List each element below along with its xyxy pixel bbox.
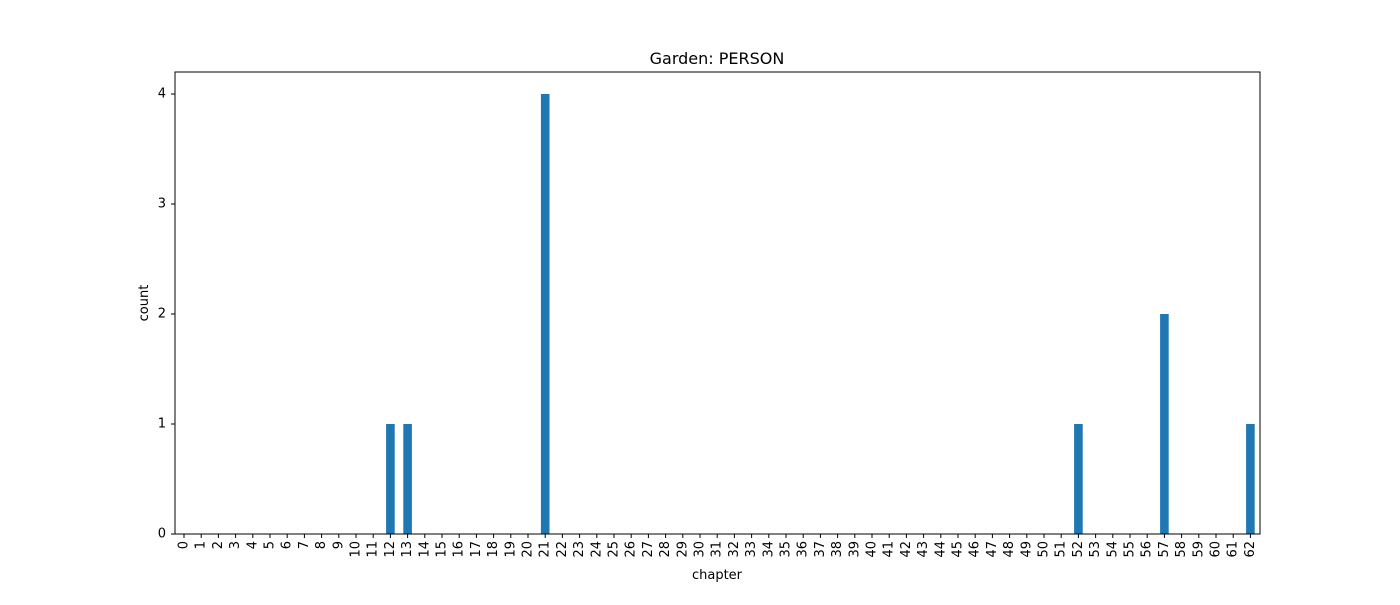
x-tick-label: 27 [641,541,656,558]
y-axis-ticks: 0 1 2 3 4 [158,87,175,542]
x-tick-label: 41 [882,541,897,558]
x-tick-label: 34 [761,541,776,558]
x-tick-label: 23 [572,541,587,558]
x-tick-label: 16 [452,541,467,558]
x-tick-label: 9 [331,541,346,549]
bars-layer [386,94,1255,534]
x-tick-label: 30 [693,541,708,558]
x-tick-label: 48 [1002,541,1017,558]
x-tick-label: 21 [538,541,553,558]
x-tick-label: 46 [968,541,983,558]
x-tick-label: 17 [469,541,484,558]
x-axis-title: chapter [692,568,743,583]
x-tick-label: 19 [503,541,518,558]
x-tick-label: 18 [486,541,501,558]
x-tick-label: 10 [349,541,364,558]
y-tick-label: 2 [158,307,166,322]
plot-area-frame [174,71,1261,535]
x-tick-label: 20 [521,541,536,558]
y-tick-label: 3 [158,197,166,212]
y-axis-title: count [137,285,152,322]
y-tick-label: 1 [158,417,166,432]
x-tick-label: 2 [211,541,226,549]
x-tick-label: 13 [400,541,415,558]
x-tick-label: 5 [263,541,278,549]
x-tick-label: 0 [177,541,192,549]
x-tick-label: 55 [1123,541,1138,558]
x-tick-label: 31 [710,541,725,558]
x-tick-label: 56 [1140,541,1155,558]
x-tick-label: 49 [1019,541,1034,558]
x-tick-label: 43 [916,541,931,558]
x-tick-label: 26 [624,541,639,558]
x-tick-label: 1 [194,541,209,549]
x-tick-label: 29 [675,541,690,558]
x-tick-label: 59 [1191,541,1206,558]
x-tick-label: 8 [314,541,329,549]
x-tick-label: 35 [779,541,794,558]
x-tick-label: 32 [727,541,742,558]
x-tick-label: 3 [228,541,243,549]
x-tick-label: 6 [280,541,295,549]
bar-chapter-21 [540,94,550,534]
bar-chapter-52 [1074,424,1083,534]
x-tick-label: 11 [366,541,381,558]
x-tick-label: 57 [1157,541,1172,558]
y-tick-label: 4 [158,87,166,102]
x-tick-label: 61 [1226,541,1241,558]
x-tick-label: 53 [1088,541,1103,558]
x-tick-label: 42 [899,541,914,558]
x-tick-label: 33 [744,541,759,558]
x-tick-label: 39 [847,541,862,558]
x-tick-label: 62 [1243,541,1258,558]
x-tick-label: 22 [555,541,570,558]
x-tick-label: 15 [435,541,450,558]
y-tick-label: 0 [158,527,166,542]
x-tick-label: 45 [951,541,966,558]
x-tick-label: 38 [830,541,845,558]
x-tick-label: 60 [1209,541,1224,558]
bar-chapter-12 [386,424,395,534]
x-tick-label: 51 [1054,541,1069,558]
x-tick-label: 36 [796,541,811,558]
bar-chapter-62 [1246,424,1255,534]
x-tick-label: 40 [865,541,880,558]
bar-chapter-57 [1160,314,1169,534]
x-tick-label: 58 [1174,541,1189,558]
x-tick-label: 4 [245,541,260,549]
x-tick-label: 52 [1071,541,1086,558]
x-axis-ticks: 0 1 2 3 4 5 6 7 8 9 10 11 12 13 14 15 16 17 18 19 20 21 22 23 24… [177,534,1258,558]
x-tick-label: 24 [589,541,604,558]
x-tick-label: 47 [985,541,1000,558]
x-tick-label: 28 [658,541,673,558]
x-tick-label: 7 [297,541,312,549]
x-tick-label: 54 [1105,541,1120,558]
x-tick-label: 50 [1037,541,1052,558]
x-tick-label: 25 [607,541,622,558]
x-tick-label: 12 [383,541,398,558]
x-tick-label: 14 [417,541,432,558]
chart-title: Garden: PERSON [650,49,785,68]
x-tick-label: 37 [813,541,828,558]
x-tick-label: 44 [933,541,948,558]
bar-chapter-13 [403,424,412,534]
